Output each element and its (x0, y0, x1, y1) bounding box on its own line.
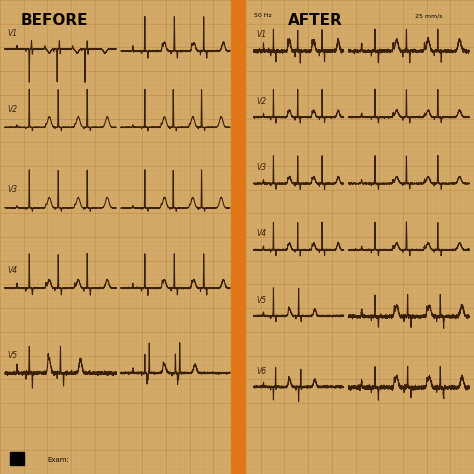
Text: 50 Hz: 50 Hz (254, 13, 271, 18)
Text: V5: V5 (7, 351, 17, 360)
Bar (10, 452, 24, 465)
Text: V4: V4 (256, 229, 266, 238)
Text: Exam:: Exam: (47, 457, 69, 463)
Text: V2: V2 (256, 97, 266, 106)
Text: V1: V1 (256, 30, 266, 39)
Text: V5: V5 (256, 296, 266, 305)
Text: 25 mm/s: 25 mm/s (415, 13, 442, 18)
Text: V6: V6 (256, 367, 266, 376)
Text: V3: V3 (7, 185, 17, 194)
Text: BEFORE: BEFORE (21, 13, 88, 28)
Bar (231, 0, 245, 474)
Text: V4: V4 (7, 266, 17, 275)
Text: V2: V2 (7, 105, 17, 114)
Text: V3: V3 (256, 163, 266, 172)
Text: AFTER: AFTER (288, 13, 343, 28)
Text: V1: V1 (7, 29, 17, 38)
